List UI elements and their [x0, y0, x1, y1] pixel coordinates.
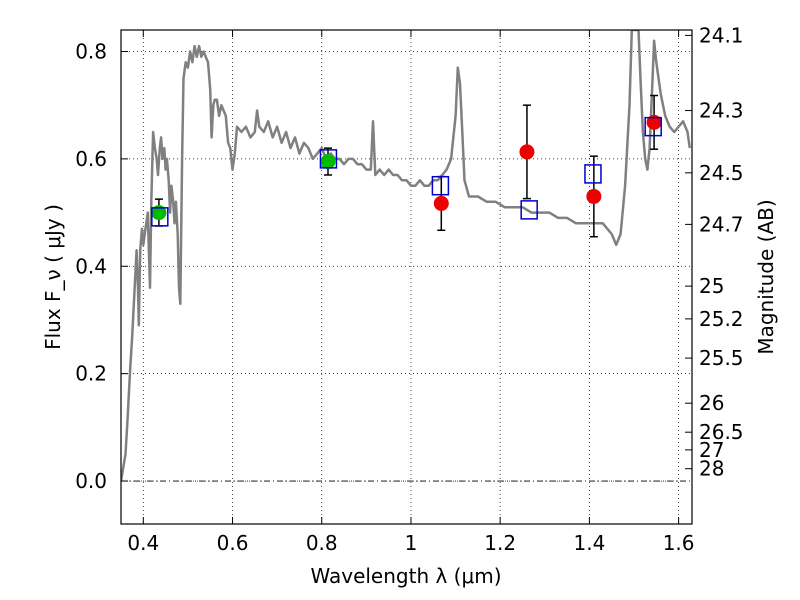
x-tick-labels: 0.4 0.6 0.8 1 1.2 1.4 1.6: [127, 531, 694, 555]
photometry-point-red: [433, 195, 449, 211]
right-tick-label: 26.5: [699, 420, 744, 444]
right-tick-label: 27: [699, 438, 724, 462]
x-tick-label: 1: [405, 531, 418, 555]
model-box: [151, 207, 169, 227]
sed-model-line: [121, 30, 692, 482]
x-tick-label: 0.4: [127, 531, 159, 555]
x-tick-label: 1.2: [484, 531, 516, 555]
y-tick-labels: 0.0 0.2 0.4 0.6 0.8: [75, 39, 107, 493]
right-axis-label: Magnitude (AB): [754, 199, 778, 354]
right-tick-label: 24.7: [699, 212, 744, 236]
x-axis-label: Wavelength λ (μm): [310, 564, 501, 588]
model-box: [431, 175, 450, 196]
plot-frame: [120, 29, 693, 525]
right-tick-label: 25: [699, 274, 724, 298]
grid-lines: [121, 30, 692, 524]
photometry-point-red: [646, 114, 662, 130]
photometry-points: [151, 114, 662, 221]
photometry-point-red: [519, 144, 535, 160]
y-tick-label: 0.4: [75, 254, 107, 278]
y-tick-label: 0.2: [75, 362, 107, 386]
model-boxes: [151, 116, 662, 227]
photometry-point-green: [151, 205, 167, 221]
x-tick-label: 1.6: [663, 531, 695, 555]
y-tick-label: 0.0: [75, 469, 107, 493]
model-box: [319, 149, 338, 169]
right-tick-label: 25.5: [699, 346, 744, 370]
y-axis-label: Flux F_ν ( μJy ): [41, 204, 65, 350]
right-tick-label: 24.3: [699, 99, 744, 123]
model-box: [520, 200, 538, 220]
right-tick-label: 24.1: [699, 23, 744, 47]
x-tick-label: 0.6: [217, 531, 249, 555]
x-tick-label: 0.8: [306, 531, 338, 555]
sed-line-path: [121, 30, 692, 482]
y-tick-label: 0.6: [75, 147, 107, 171]
error-bars: [154, 94, 659, 238]
x-tick-label: 1.4: [573, 531, 605, 555]
axis-ticks: [121, 30, 692, 524]
right-tick-label: 25.2: [699, 307, 744, 331]
model-box: [584, 164, 602, 184]
y-tick-label: 0.8: [75, 39, 107, 63]
photometry-point-green: [320, 154, 336, 170]
right-tick-label: 24.5: [699, 161, 744, 185]
photometry-point-red: [586, 188, 602, 204]
model-box: [644, 116, 662, 137]
right-tick-label: 28: [699, 457, 724, 481]
right-tick-label: 26: [699, 391, 724, 415]
